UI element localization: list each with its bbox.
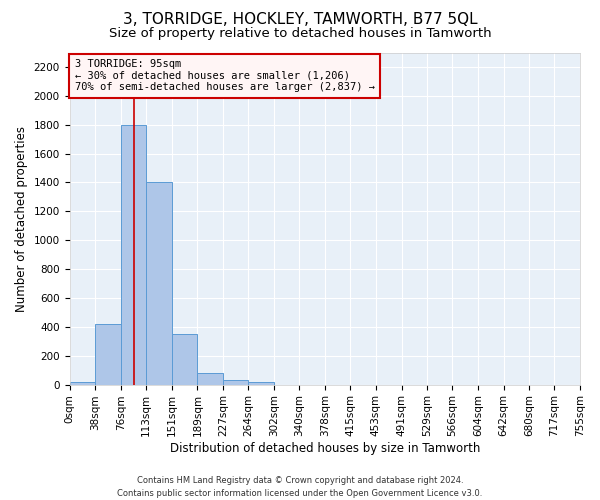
- Bar: [70, 382, 95, 384]
- Text: 3 TORRIDGE: 95sqm
← 30% of detached houses are smaller (1,206)
70% of semi-detac: 3 TORRIDGE: 95sqm ← 30% of detached hous…: [74, 59, 374, 92]
- Bar: [146, 182, 172, 384]
- Text: Size of property relative to detached houses in Tamworth: Size of property relative to detached ho…: [109, 28, 491, 40]
- Bar: [172, 334, 197, 384]
- Bar: [248, 382, 274, 384]
- Text: Contains HM Land Registry data © Crown copyright and database right 2024.
Contai: Contains HM Land Registry data © Crown c…: [118, 476, 482, 498]
- Text: 3, TORRIDGE, HOCKLEY, TAMWORTH, B77 5QL: 3, TORRIDGE, HOCKLEY, TAMWORTH, B77 5QL: [122, 12, 478, 28]
- Bar: [95, 324, 121, 384]
- X-axis label: Distribution of detached houses by size in Tamworth: Distribution of detached houses by size …: [170, 442, 480, 455]
- Bar: [121, 124, 146, 384]
- Bar: [197, 373, 223, 384]
- Bar: [223, 380, 248, 384]
- Y-axis label: Number of detached properties: Number of detached properties: [15, 126, 28, 312]
